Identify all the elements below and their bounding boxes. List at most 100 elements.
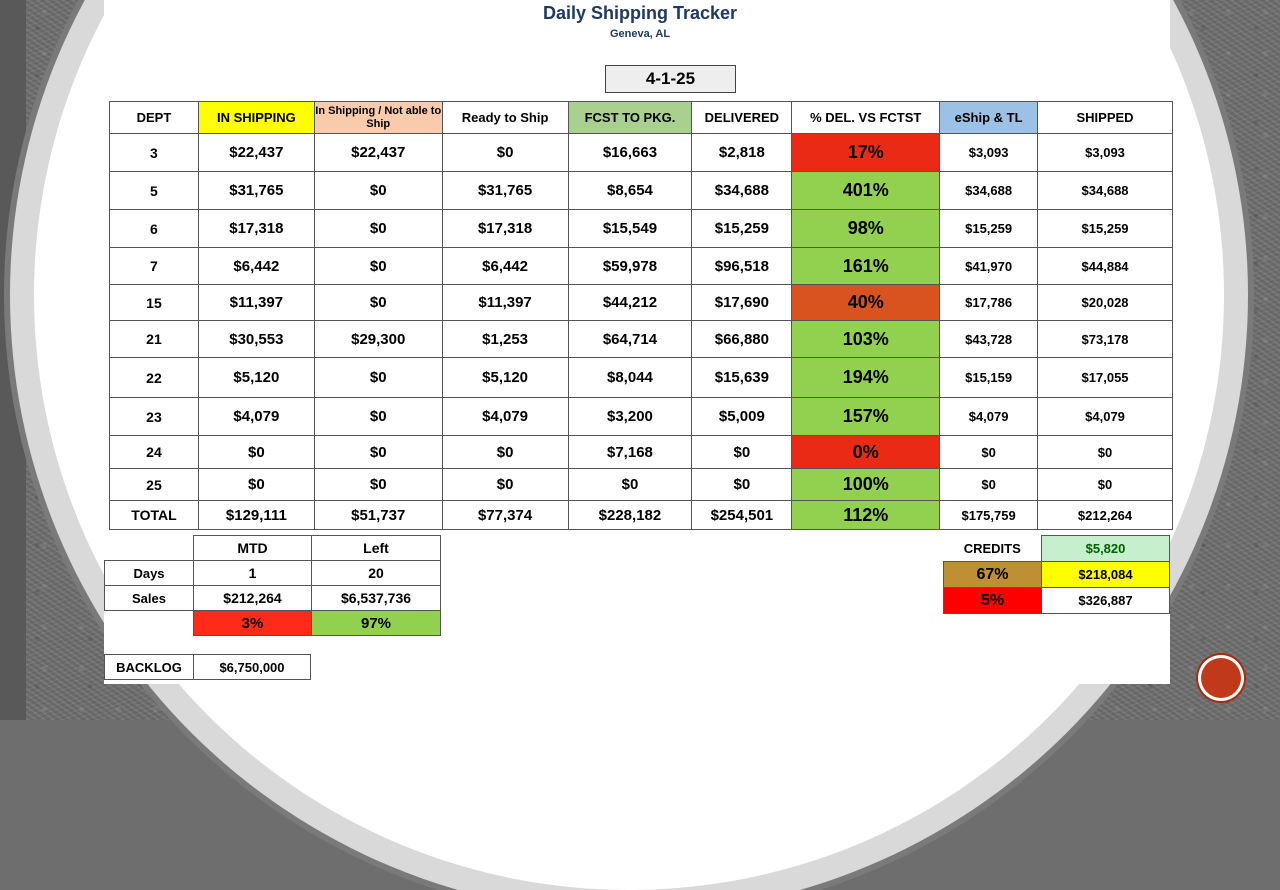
left-accent-strip <box>0 0 26 720</box>
cell-delivered: $254,501 <box>691 500 793 530</box>
cell-delivered: $15,639 <box>691 357 793 398</box>
cell-fcst: $8,044 <box>567 357 693 398</box>
cell-fcst: $15,549 <box>567 209 693 248</box>
mtd-pct-row: 3% 97% <box>105 610 441 636</box>
cell-shipped: $3,093 <box>1037 133 1173 172</box>
days-label: Days <box>104 560 194 586</box>
cell-pct: 194% <box>791 357 941 398</box>
table-row: 3 $22,437 $22,437 $0 $16,663 $2,818 17% $3,093 $… <box>109 133 1173 172</box>
mtd-summary-table: MTD Left Days 1 20 Sales $212,264 $6,537… <box>104 535 441 636</box>
cell-not-able: $0 <box>313 397 443 436</box>
cell-not-able: $0 <box>313 435 443 469</box>
cell-dept: 24 <box>109 435 199 469</box>
cell-not-able: $0 <box>313 247 443 285</box>
table-row: 5 $31,765 $0 $31,765 $8,654 $34,688 401% $34,68… <box>109 171 1173 210</box>
cell-dept: 22 <box>109 357 199 398</box>
cell-shipped: $0 <box>1037 435 1173 469</box>
cell-not-able: $29,300 <box>313 320 443 358</box>
cell-dept: 5 <box>109 171 199 210</box>
sales-label: Sales <box>104 585 194 611</box>
mtd-sales-row: Sales $212,264 $6,537,736 <box>104 585 441 611</box>
cell-ready: $0 <box>441 133 569 172</box>
cell-pct: 157% <box>791 397 941 436</box>
table-row: 23 $4,079 $0 $4,079 $3,200 $5,009 157% $4,079 $4… <box>109 397 1173 436</box>
days-left: 20 <box>311 560 441 586</box>
cell-ready: $4,079 <box>441 397 569 436</box>
cell-delivered: $15,259 <box>691 209 793 248</box>
credits-value-1: $218,084 <box>1041 561 1170 588</box>
cell-not-able: $22,437 <box>313 133 443 172</box>
cell-delivered: $66,880 <box>691 320 793 358</box>
cell-pct: 40% <box>791 284 941 321</box>
header-eship-tl: eShip & TL <box>939 101 1039 134</box>
backlog-table: BACKLOG $6,750,000 <box>104 654 311 680</box>
header-delivered: DELIVERED <box>691 101 793 134</box>
cell-in-shipping: $4,079 <box>197 397 315 436</box>
cell-shipped: $20,028 <box>1037 284 1173 321</box>
cell-ready: $1,253 <box>441 320 569 358</box>
credits-value-2: $326,887 <box>1041 587 1170 614</box>
mtd-col-left: Left <box>311 535 441 561</box>
table-header-row: DEPT IN SHIPPING In Shipping / Not able … <box>109 101 1173 134</box>
backlog-value: $6,750,000 <box>193 654 311 680</box>
table-row: 24 $0 $0 $0 $7,168 $0 0% $0 $0 <box>109 435 1173 469</box>
cell-ready: $0 <box>441 435 569 469</box>
sales-mtd: $212,264 <box>193 585 312 611</box>
cell-shipped: $0 <box>1037 468 1173 501</box>
cell-not-able: $0 <box>313 468 443 501</box>
cell-in-shipping: $31,765 <box>197 171 315 210</box>
cell-fcst: $44,212 <box>567 284 693 321</box>
cell-not-able: $0 <box>313 284 443 321</box>
page-title: Daily Shipping Tracker <box>542 3 738 23</box>
credits-pct-1: 67% <box>943 561 1042 588</box>
cell-dept: 3 <box>109 133 199 172</box>
credits-row-2: 5% $326,887 <box>943 587 1170 614</box>
cell-shipped: $17,055 <box>1037 357 1173 398</box>
header-pct-del-vs-fcst: % DEL. VS FCTST <box>791 101 941 134</box>
cell-ready: $17,318 <box>441 209 569 248</box>
table-row: 21 $30,553 $29,300 $1,253 $64,714 $66,880 103%… <box>109 320 1173 358</box>
days-mtd: 1 <box>193 560 312 586</box>
cell-pct: 112% <box>791 500 941 530</box>
cell-shipped: $44,884 <box>1037 247 1173 285</box>
cell-shipped: $34,688 <box>1037 171 1173 210</box>
cell-delivered: $5,009 <box>691 397 793 436</box>
mtd-corner <box>105 536 194 561</box>
sales-left: $6,537,736 <box>311 585 441 611</box>
table-row: TOTAL $129,111 $51,737 $77,374 $228,182 $254,… <box>109 500 1173 530</box>
cell-eship: $15,159 <box>939 357 1039 398</box>
backlog-label: BACKLOG <box>104 654 194 680</box>
cell-fcst: $3,200 <box>567 397 693 436</box>
next-slide-button-icon[interactable] <box>1198 655 1244 701</box>
cell-not-able: $0 <box>313 357 443 398</box>
cell-dept: 7 <box>109 247 199 285</box>
cell-delivered: $0 <box>691 468 793 501</box>
cell-eship: $175,759 <box>939 500 1039 530</box>
cell-dept: 15 <box>109 284 199 321</box>
credits-row-1: 67% $218,084 <box>943 561 1170 588</box>
backlog-row: BACKLOG $6,750,000 <box>104 654 311 680</box>
cell-ready: $31,765 <box>441 171 569 210</box>
cell-eship: $4,079 <box>939 397 1039 436</box>
cell-fcst: $64,714 <box>567 320 693 358</box>
cell-ready: $6,442 <box>441 247 569 285</box>
table-row: 25 $0 $0 $0 $0 $0 100% $0 $0 <box>109 468 1173 501</box>
cell-eship: $0 <box>939 468 1039 501</box>
cell-delivered: $0 <box>691 435 793 469</box>
header-in-shipping: IN SHIPPING <box>197 101 315 134</box>
cell-shipped: $212,264 <box>1037 500 1173 530</box>
cell-fcst: $228,182 <box>567 500 693 530</box>
header-ready-to-ship: Ready to Ship <box>441 101 569 134</box>
cell-delivered: $2,818 <box>691 133 793 172</box>
header-shipped: SHIPPED <box>1037 101 1173 134</box>
cell-dept: 25 <box>109 468 199 501</box>
cell-ready: $0 <box>441 468 569 501</box>
cell-dept: 21 <box>109 320 199 358</box>
cell-pct: 161% <box>791 247 941 285</box>
cell-dept: TOTAL <box>109 500 199 530</box>
cell-eship: $0 <box>939 435 1039 469</box>
credits-pct-2: 5% <box>943 587 1042 614</box>
cell-in-shipping: $5,120 <box>197 357 315 398</box>
cell-fcst: $59,978 <box>567 247 693 285</box>
cell-delivered: $34,688 <box>691 171 793 210</box>
